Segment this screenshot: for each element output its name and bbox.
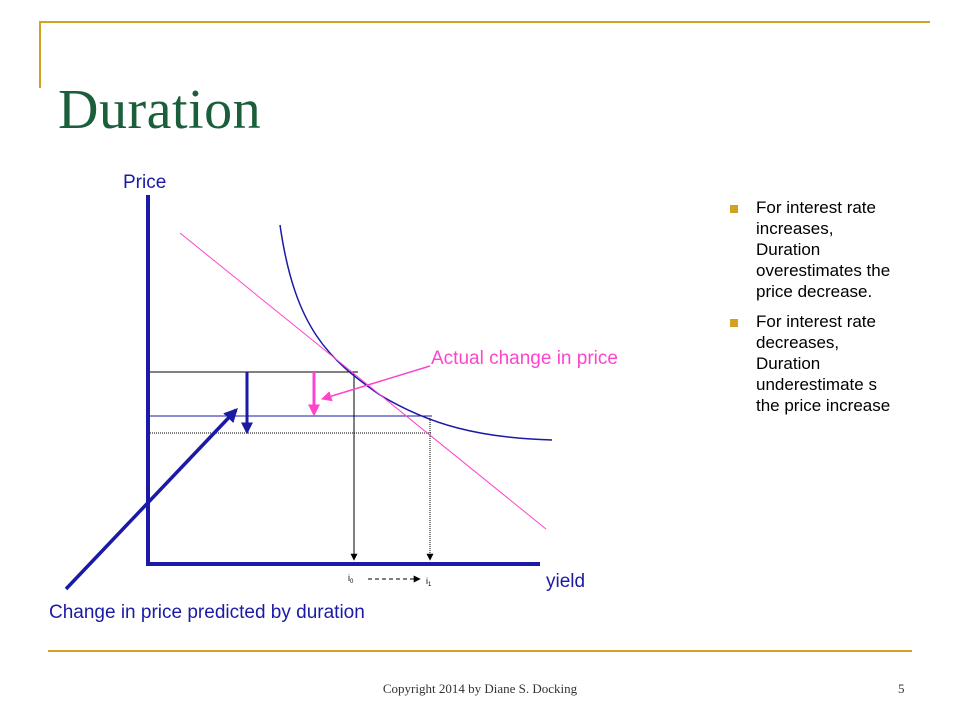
price-yield-curve [279,224,553,441]
page-number: 5 [898,681,905,696]
x-axis-label: yield [546,571,585,592]
bullet-text: For interest rate increases, Duration ov… [756,198,891,301]
i0-tick-label: i0 [348,573,354,585]
actual-change-label: Actual change in price [431,348,618,369]
bullet-item: For interest rate decreases, Duration un… [722,311,902,416]
duration-tangent-line [179,232,547,530]
duration-label-leader [64,407,238,591]
bullet-text: For interest rate decreases, Duration un… [756,312,891,415]
y-axis-label: Price [123,172,166,193]
bullet-item: For interest rate increases, Duration ov… [722,197,902,302]
actual-label-leader [320,365,431,402]
duration-change-label: Change in price predicted by duration [49,602,365,623]
slide-title: Duration [58,79,262,141]
square-bullet-icon [730,205,738,213]
i1-tick-label: i1 [426,576,432,588]
bullet-list: For interest rate increases, Duration ov… [722,197,902,425]
square-bullet-icon [730,319,738,327]
slide-footer: Copyright 2014 by Diane S. Docking [382,681,578,696]
